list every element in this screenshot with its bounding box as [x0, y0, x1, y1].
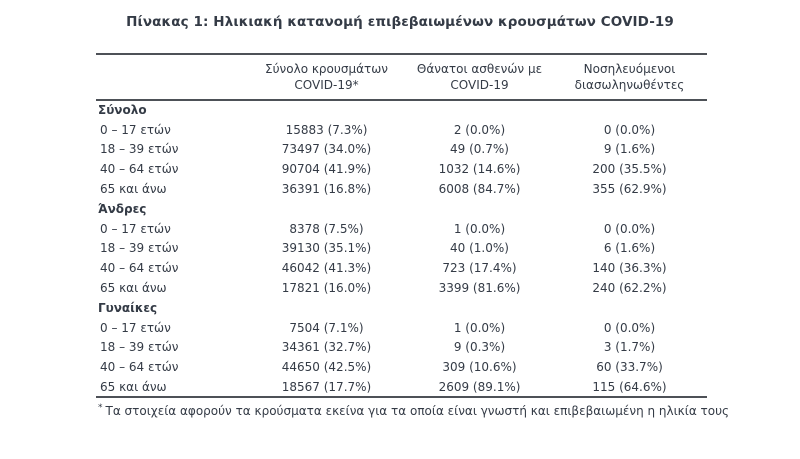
section-header-men: Άνδρες: [96, 199, 707, 219]
deaths-value: 6008 (84.7%): [438, 182, 521, 197]
cases-value: 7504 (7.1%): [289, 320, 364, 335]
section-label: Άνδρες: [98, 201, 147, 216]
covid-age-distribution-table: Σύνολο κρουσμάτων COVID-19* Θάνατοι ασθε…: [96, 53, 729, 418]
intubated-value: 115 (64.6%): [592, 379, 667, 394]
footnote-asterisk: *: [98, 402, 103, 413]
table-row: 18 – 39 ετών 73497 (34.0%) 49 (0.7%) 9 (…: [96, 140, 707, 160]
deaths-value: 2 (0.0%): [453, 122, 506, 137]
cases-value: 44650 (42.5%): [281, 360, 372, 375]
cases-value: 39130 (35.1%): [281, 241, 372, 256]
deaths-value: 1032 (14.6%): [438, 162, 521, 177]
deaths-value: 723 (17.4%): [442, 261, 517, 276]
intubated-value: 6 (1.6%): [603, 241, 656, 256]
deaths-value: 309 (10.6%): [442, 360, 517, 375]
age-band-label: 65 και άνω: [100, 281, 167, 296]
data-table: Σύνολο κρουσμάτων COVID-19* Θάνατοι ασθε…: [96, 53, 707, 398]
deaths-value: 1 (0.0%): [453, 320, 506, 335]
cases-value: 34361 (32.7%): [281, 340, 372, 355]
section-label: Γυναίκες: [98, 300, 158, 315]
cases-value: 15883 (7.3%): [285, 122, 368, 137]
deaths-value: 9 (0.3%): [453, 340, 506, 355]
cases-value: 17821 (16.0%): [281, 281, 372, 296]
intubated-value: 0 (0.0%): [603, 320, 656, 335]
age-band-label: 40 – 64 ετών: [100, 360, 179, 375]
age-band-label: 40 – 64 ετών: [100, 261, 179, 276]
intubated-value: 240 (62.2%): [592, 281, 667, 296]
age-band-label: 65 και άνω: [100, 182, 167, 197]
table-row: 40 – 64 ετών 90704 (41.9%) 1032 (14.6%) …: [96, 159, 707, 179]
table-row: 65 και άνω 17821 (16.0%) 3399 (81.6%) 24…: [96, 278, 707, 298]
footnote-text: Τα στοιχεία αφορούν τα κρούσματα εκείνα …: [105, 403, 730, 418]
deaths-value: 2609 (89.1%): [438, 379, 521, 394]
intubated-value: 3 (1.7%): [603, 340, 656, 355]
table-row: 40 – 64 ετών 44650 (42.5%) 309 (10.6%) 6…: [96, 357, 707, 377]
intubated-value: 200 (35.5%): [592, 162, 667, 177]
page-title: Πίνακας 1: Ηλικιακή κατανομή επιβεβαιωμέ…: [126, 14, 674, 30]
intubated-value: 140 (36.3%): [592, 261, 667, 276]
deaths-value: 49 (0.7%): [450, 142, 509, 157]
intubated-value: 0 (0.0%): [603, 221, 656, 236]
header-row: Σύνολο κρουσμάτων COVID-19* Θάνατοι ασθε…: [96, 54, 707, 100]
intubated-value: 0 (0.0%): [603, 122, 656, 137]
table-row: 18 – 39 ετών 34361 (32.7%) 9 (0.3%) 3 (1…: [96, 338, 707, 358]
deaths-value: 1 (0.0%): [453, 221, 506, 236]
column-header-cases: Σύνολο κρουσμάτων COVID-19*: [265, 61, 388, 92]
age-band-label: 40 – 64 ετών: [100, 162, 179, 177]
age-band-label: 0 – 17 ετών: [100, 320, 171, 335]
table-row: 65 και άνω 36391 (16.8%) 6008 (84.7%) 35…: [96, 179, 707, 199]
cases-value: 90704 (41.9%): [281, 162, 372, 177]
cases-value: 18567 (17.7%): [281, 379, 372, 394]
column-header-deaths: Θάνατοι ασθενών με COVID-19: [416, 61, 543, 92]
table-body: Σύνολο 0 – 17 ετών 15883 (7.3%) 2 (0.0%)…: [96, 100, 707, 397]
intubated-value: 60 (33.7%): [596, 360, 663, 375]
column-header-empty: [96, 54, 246, 100]
section-header-total: Σύνολο: [96, 100, 707, 120]
table-row: 0 – 17 ετών 7504 (7.1%) 1 (0.0%) 0 (0.0%…: [96, 318, 707, 338]
age-band-label: 0 – 17 ετών: [100, 221, 171, 236]
age-band-label: 18 – 39 ετών: [100, 340, 179, 355]
section-header-women: Γυναίκες: [96, 298, 707, 318]
intubated-value: 9 (1.6%): [603, 142, 656, 157]
table-row: 0 – 17 ετών 8378 (7.5%) 1 (0.0%) 0 (0.0%…: [96, 219, 707, 239]
table-row: 65 και άνω 18567 (17.7%) 2609 (89.1%) 11…: [96, 377, 707, 397]
table-footnote: * Τα στοιχεία αφορούν τα κρούσματα εκείνα…: [96, 402, 729, 418]
cases-value: 36391 (16.8%): [281, 182, 372, 197]
intubated-value: 355 (62.9%): [592, 182, 667, 197]
table-header: Σύνολο κρουσμάτων COVID-19* Θάνατοι ασθε…: [96, 54, 707, 100]
deaths-value: 3399 (81.6%): [438, 281, 521, 296]
deaths-value: 40 (1.0%): [450, 241, 509, 256]
age-band-label: 18 – 39 ετών: [100, 241, 179, 256]
cases-value: 46042 (41.3%): [281, 261, 372, 276]
age-band-label: 0 – 17 ετών: [100, 122, 171, 137]
cases-value: 8378 (7.5%): [289, 221, 364, 236]
cases-value: 73497 (34.0%): [281, 142, 372, 157]
age-band-label: 18 – 39 ετών: [100, 142, 179, 157]
section-label: Σύνολο: [98, 103, 147, 118]
table-row: 18 – 39 ετών 39130 (35.1%) 40 (1.0%) 6 (…: [96, 239, 707, 259]
table-row: 0 – 17 ετών 15883 (7.3%) 2 (0.0%) 0 (0.0…: [96, 120, 707, 140]
column-header-intubated: Νοσηλευόμενοι διασωληνωθέντες: [574, 61, 685, 92]
table-row: 40 – 64 ετών 46042 (41.3%) 723 (17.4%) 1…: [96, 258, 707, 278]
age-band-label: 65 και άνω: [100, 379, 167, 394]
